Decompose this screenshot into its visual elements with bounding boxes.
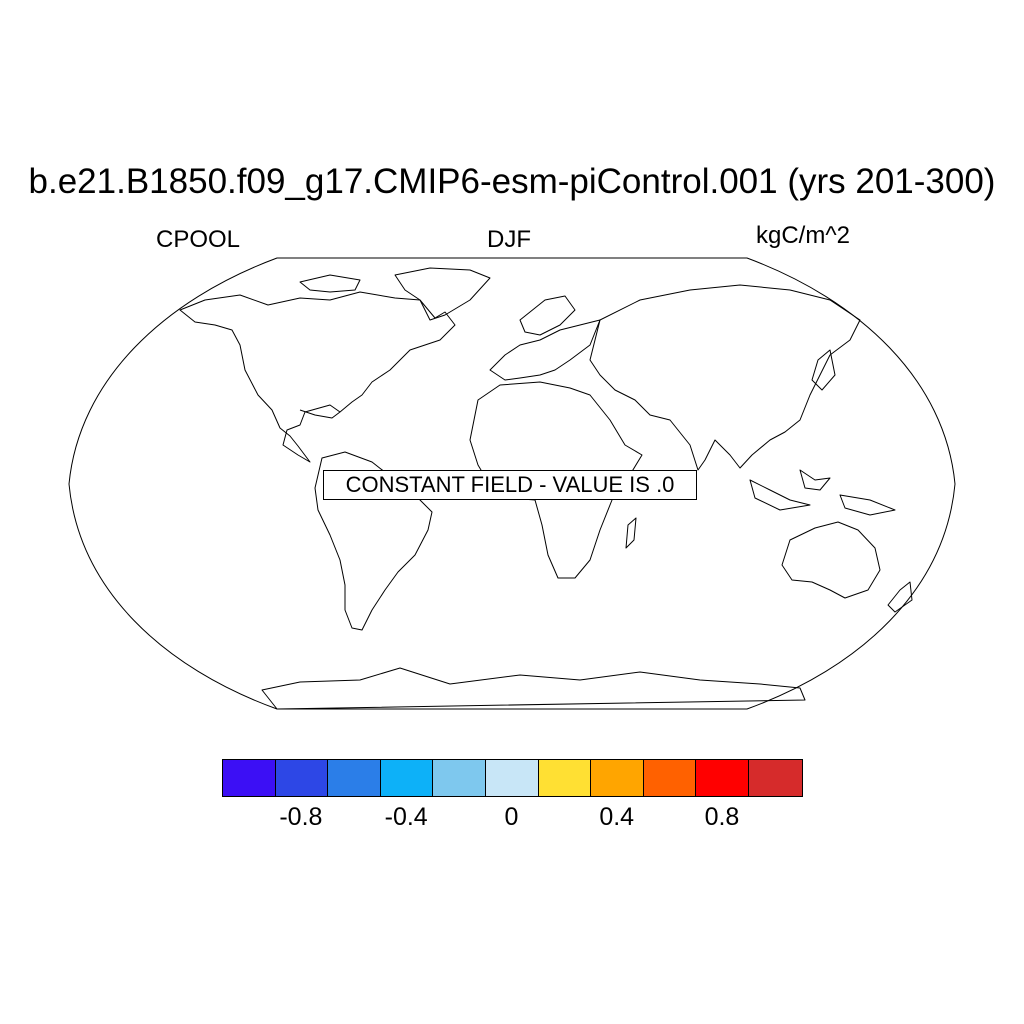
colorbar-cell [485,760,539,796]
colorbar-tick-label: 0.4 [599,803,635,831]
colorbar-cell [591,760,644,796]
season-label: DJF [487,226,531,253]
colorbar-cell [696,760,749,796]
colorbar-cell [380,760,434,796]
colorbar-tick-label: -0.4 [384,803,428,831]
variable-label: CPOOL [156,226,241,253]
constant-field-message: CONSTANT FIELD - VALUE IS .0 [323,470,697,500]
colorbar-tick-label: 0.8 [704,803,740,831]
colorbar-tick-label: -0.8 [279,803,323,831]
coastlines [179,267,913,710]
colorbar-cell [643,760,697,796]
units-label: kgC/m^2 [756,222,850,249]
colorbar-tick-label: 0 [504,803,519,831]
colorbar-cell [328,760,381,796]
colorbar-cell [275,760,329,796]
colorbar-cell [223,760,276,796]
map-boundary [68,257,956,710]
colorbar-cell [538,760,592,796]
colorbar-cell [433,760,486,796]
colorbar-cell [748,760,802,796]
colorbar [222,759,803,797]
figure-title: b.e21.B1850.f09_g17.CMIP6-esm-piControl.… [28,162,996,201]
